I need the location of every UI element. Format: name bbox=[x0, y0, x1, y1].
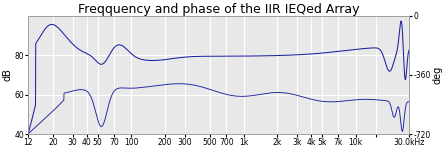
Y-axis label: dB: dB bbox=[3, 69, 13, 81]
Y-axis label: deg: deg bbox=[432, 66, 442, 84]
Title: Freqquency and phase of the IIR IEQed Array: Freqquency and phase of the IIR IEQed Ar… bbox=[78, 3, 360, 16]
